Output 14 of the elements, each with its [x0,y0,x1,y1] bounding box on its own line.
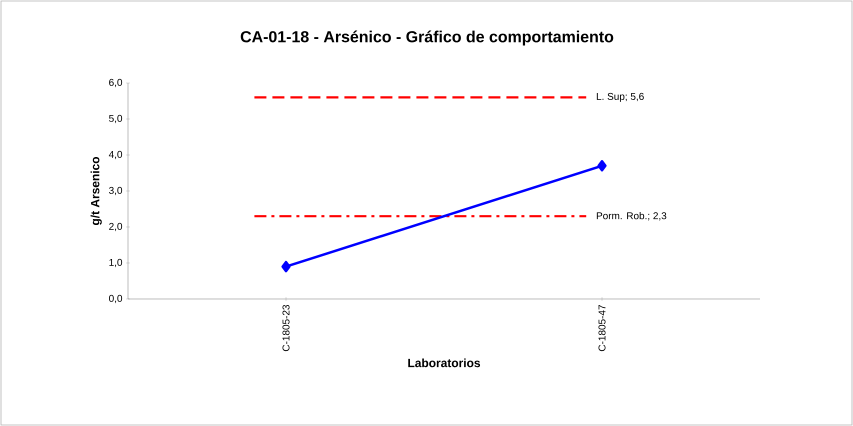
x-axis-title: Laboratorios [408,358,480,368]
y-tick-label: 3,0 [109,186,122,196]
y-axis-title: g/t Arsenico [90,156,102,226]
chart-title: CA-01-18 - Arsénico - Gráfico de comportamiento [240,30,614,46]
y-tick-label: 0,0 [109,294,122,304]
y-tick-label: 1,0 [109,258,122,268]
y-tick-label: 6,0 [109,78,122,88]
ref-line-label: L. Sup; 5,6 [596,92,644,102]
x-tick-label: C-1805-23 [282,304,290,352]
ref-line-label: Porm. Rob.; 2,3 [596,212,666,220]
y-tick-label: 5,0 [109,114,122,124]
x-tick-label: C-1805-47 [598,305,606,352]
y-tick-label: 4,0 [108,150,122,160]
y-tick-label: 2,0 [109,222,122,232]
